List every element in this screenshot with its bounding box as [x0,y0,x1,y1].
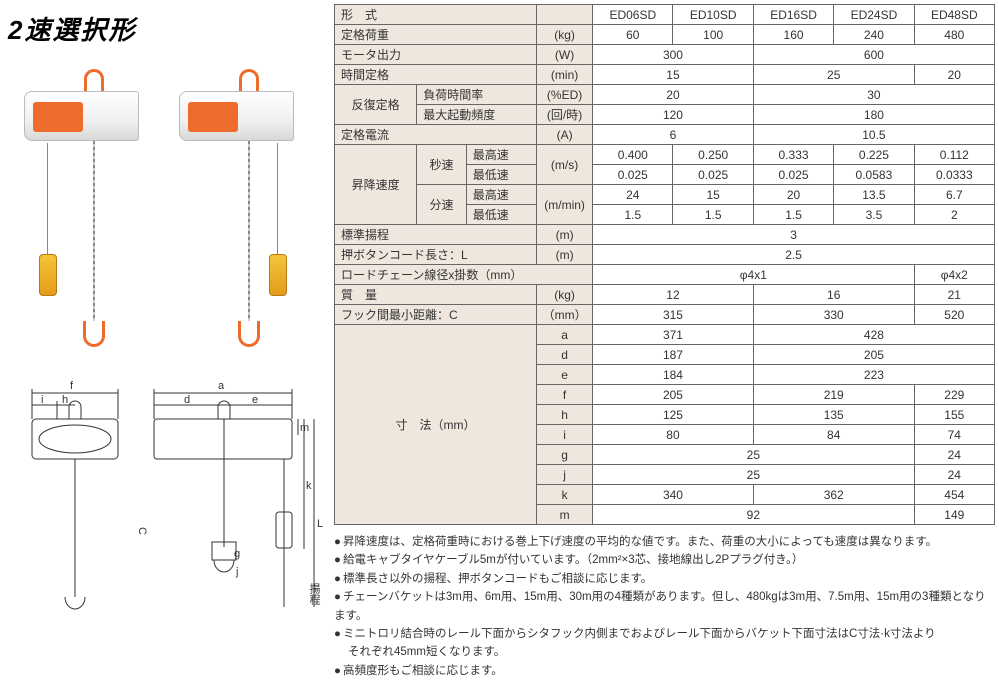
note-line: 標準長さ以外の揚程、押ボタンコードもご相談に応じます。 [334,570,995,588]
svg-text:g: g [234,548,240,560]
note-line: 高頻度形もご相談に応じます。 [334,662,995,680]
svg-text:揚程: 揚程 [308,583,321,606]
svg-text:h: h [62,394,68,406]
svg-text:f: f [70,380,74,392]
svg-text:k: k [306,480,312,492]
product-photo [14,57,324,367]
svg-text:L: L [317,518,323,530]
note-line: ミニトロリ結合時のレール下面からシタフック内側までおよびレール下面からバケット下… [334,625,995,643]
svg-text:j: j [235,566,238,578]
svg-text:d: d [184,394,190,406]
page-title: 2速選択形 [8,10,334,47]
note-line: 給電キャブタイヤケーブル5mが付いています。（2mm²×3芯、接地線出し2Pプラ… [334,551,995,569]
note-line: それぞれ45mm短くなります。 [334,643,995,661]
svg-text:i: i [41,394,43,406]
schematic-drawing: f i h a d e m k L 揚程 C g j [14,377,324,637]
notes-block: 昇降速度は、定格荷重時における巻上下げ速度の平均的な値です。また、荷重の大小によ… [334,533,995,680]
note-line: チェーンバケットは3m用、6m用、15m用、30m用の4種類があります。但し、4… [334,588,995,625]
svg-text:C: C [136,527,148,535]
svg-text:a: a [218,380,225,392]
svg-text:m: m [300,422,309,434]
svg-text:e: e [252,394,258,406]
hoist-photo-left [24,69,164,347]
spec-table: 形 式ED06SDED10SDED16SDED24SDED48SD定格荷重(kg… [334,4,995,525]
hoist-photo-right [179,69,319,347]
note-line: 昇降速度は、定格荷重時における巻上下げ速度の平均的な値です。また、荷重の大小によ… [334,533,995,551]
